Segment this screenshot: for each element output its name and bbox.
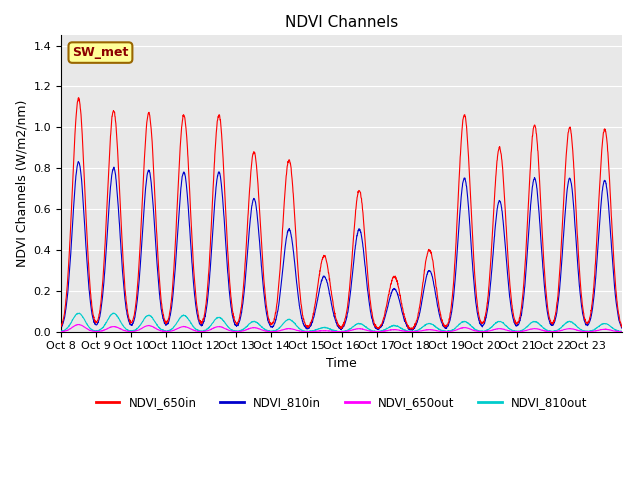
Legend: NDVI_650in, NDVI_810in, NDVI_650out, NDVI_810out: NDVI_650in, NDVI_810in, NDVI_650out, NDV…: [91, 391, 593, 413]
Y-axis label: NDVI Channels (W/m2/nm): NDVI Channels (W/m2/nm): [15, 100, 28, 267]
Title: NDVI Channels: NDVI Channels: [285, 15, 398, 30]
Text: SW_met: SW_met: [72, 46, 129, 59]
X-axis label: Time: Time: [326, 357, 357, 370]
